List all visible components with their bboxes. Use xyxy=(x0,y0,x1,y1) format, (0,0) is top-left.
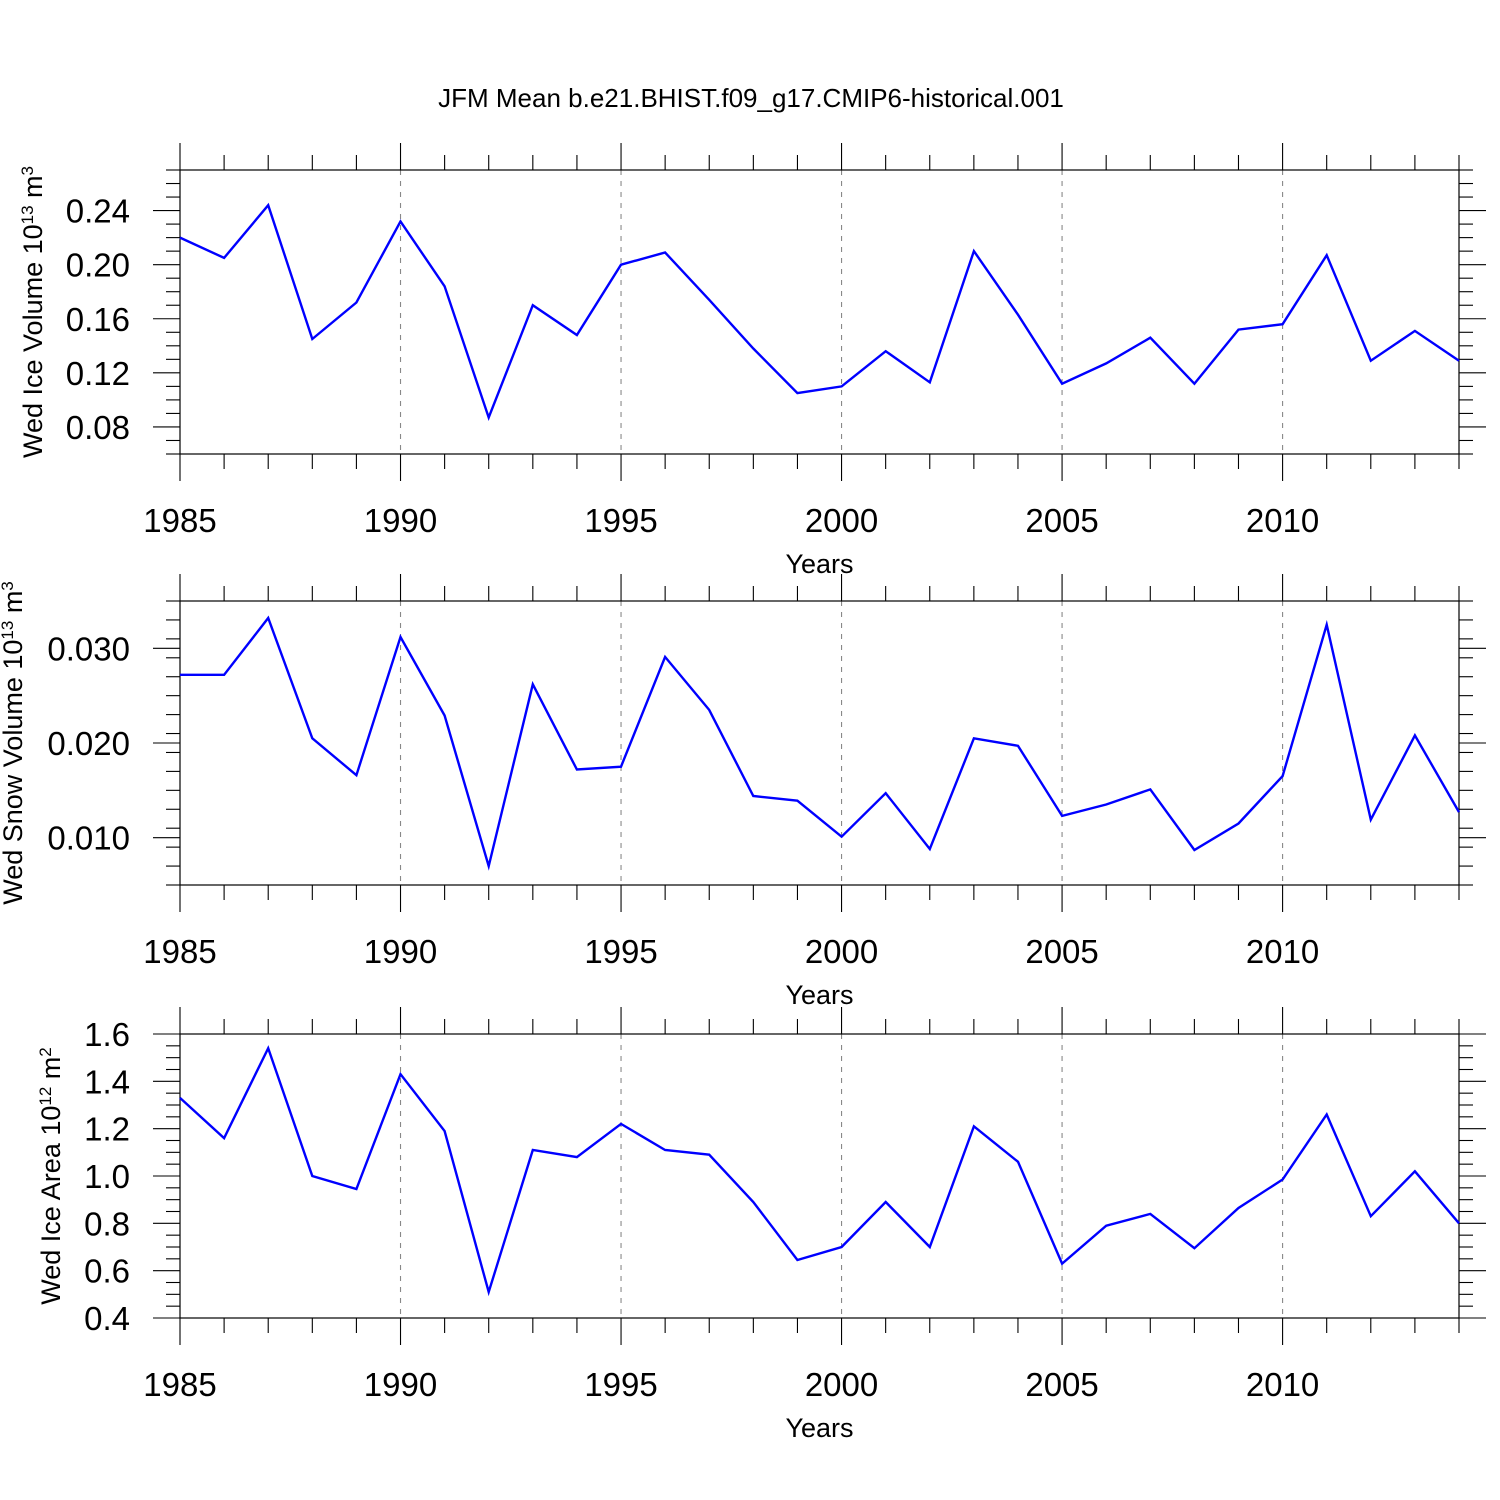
snow-volume-y-tick-label: 0.020 xyxy=(47,725,130,762)
ice-volume-y-axis-title-unit-exponent: 3 xyxy=(18,166,37,175)
ice-area-x-tick-label: 2000 xyxy=(805,1366,878,1403)
ice-volume-y-tick-label: 0.16 xyxy=(66,301,130,338)
ice-volume-y-tick-label: 0.20 xyxy=(66,247,130,284)
ice-volume-x-tick-label: 1985 xyxy=(143,502,216,539)
snow-volume-x-tick-label: 2005 xyxy=(1025,933,1098,970)
ice-area-y-axis-title-main: Wed Ice Area 10 xyxy=(36,1106,66,1305)
ice-area-y-tick-label: 1.0 xyxy=(84,1158,130,1195)
ice-area-x-tick-label: 2005 xyxy=(1025,1366,1098,1403)
ice-volume-plot-frame xyxy=(179,169,1460,455)
ice-area-x-tick-label: 2010 xyxy=(1246,1366,1319,1403)
ice-volume-y-tick-label: 0.08 xyxy=(66,409,130,446)
ice-volume-x-tick-label: 1990 xyxy=(364,502,437,539)
snow-volume-x-tick-label: 1995 xyxy=(584,933,657,970)
ice-area-y-tick-label: 1.2 xyxy=(84,1111,130,1148)
ice-area-y-tick-label: 1.4 xyxy=(84,1063,130,1100)
ice-volume-x-tick-label: 1995 xyxy=(584,502,657,539)
snow-volume-y-axis-title-exponent: 13 xyxy=(0,621,17,640)
ice-area-x-tick-label: 1985 xyxy=(143,1366,216,1403)
snow-volume-plot-frame xyxy=(179,600,1460,886)
snow-volume-y-tick-label: 0.030 xyxy=(47,630,130,667)
snow-volume-y-axis-title-unit-exponent: 3 xyxy=(0,581,17,590)
ice-volume-x-axis-title: Years xyxy=(785,549,853,579)
ice-area-series-line xyxy=(179,1045,1460,1297)
ice-volume-y-tick-label: 0.12 xyxy=(66,355,130,392)
ice-area-y-axis-title-unit: m xyxy=(36,1057,66,1087)
snow-volume-y-axis-title: Wed Snow Volume 1013 m3 xyxy=(0,581,28,905)
snow-volume-x-axis-title: Years xyxy=(785,980,853,1010)
ice-area-y-tick-label: 0.6 xyxy=(84,1253,130,1290)
ice-area-y-tick-label: 0.8 xyxy=(84,1205,130,1242)
ice-volume-y-axis-title-main: Wed Ice Volume 10 xyxy=(18,224,48,458)
figure-title: JFM Mean b.e21.BHIST.f09_g17.CMIP6-histo… xyxy=(438,83,1064,113)
ice-volume-panel: 0.08 0.12 0.16 0.20 0.24 1985 1990 1995 2000 2005… xyxy=(18,143,1486,579)
ice-area-x-axis-title: Years xyxy=(785,1413,853,1443)
ice-area-x-tick-label: 1990 xyxy=(364,1366,437,1403)
ice-volume-y-axis-title: Wed Ice Volume 1013 m3 xyxy=(18,166,49,458)
ice-area-y-axis-title-unit-exponent: 2 xyxy=(36,1047,55,1056)
snow-volume-x-tick-label: 1990 xyxy=(364,933,437,970)
snow-volume-x-tick-label: 2000 xyxy=(805,933,878,970)
ice-area-x-tick-label: 1995 xyxy=(584,1366,657,1403)
ice-volume-x-tick-label: 2000 xyxy=(805,502,878,539)
snow-volume-y-axis-title-main: Wed Snow Volume 10 xyxy=(0,640,28,905)
snow-volume-panel: 0.010 0.020 0.030 1985 1990 1995 2000 2005 2010 Y… xyxy=(0,574,1486,1010)
ice-volume-series-line xyxy=(179,202,1460,422)
ice-volume-x-tick-label: 2005 xyxy=(1025,502,1098,539)
ice-area-y-tick-label: 1.6 xyxy=(84,1016,130,1053)
snow-volume-x-tick-label: 1985 xyxy=(143,933,216,970)
ice-volume-y-tick-label: 0.24 xyxy=(66,193,130,230)
ice-volume-y-axis-title-unit: m xyxy=(18,175,48,205)
snow-volume-series-line xyxy=(180,615,1461,871)
ice-area-y-tick-label: 0.4 xyxy=(84,1300,130,1337)
ice-area-plot-frame xyxy=(179,1033,1460,1319)
ice-area-y-axis-title-exponent: 12 xyxy=(36,1087,55,1106)
ice-volume-x-tick-label: 2010 xyxy=(1246,502,1319,539)
snow-volume-x-tick-label: 2010 xyxy=(1246,933,1319,970)
ice-area-panel: 0.4 0.6 0.8 1.0 1.2 1.4 1.6 1985 1990 1995 2000 200… xyxy=(36,1007,1486,1443)
snow-volume-y-tick-label: 0.010 xyxy=(47,820,130,857)
ice-area-y-axis-title: Wed Ice Area 1012 m2 xyxy=(36,1047,67,1305)
ice-volume-y-axis-title-exponent: 13 xyxy=(18,205,37,224)
snow-volume-y-axis-title-unit: m xyxy=(0,591,28,621)
